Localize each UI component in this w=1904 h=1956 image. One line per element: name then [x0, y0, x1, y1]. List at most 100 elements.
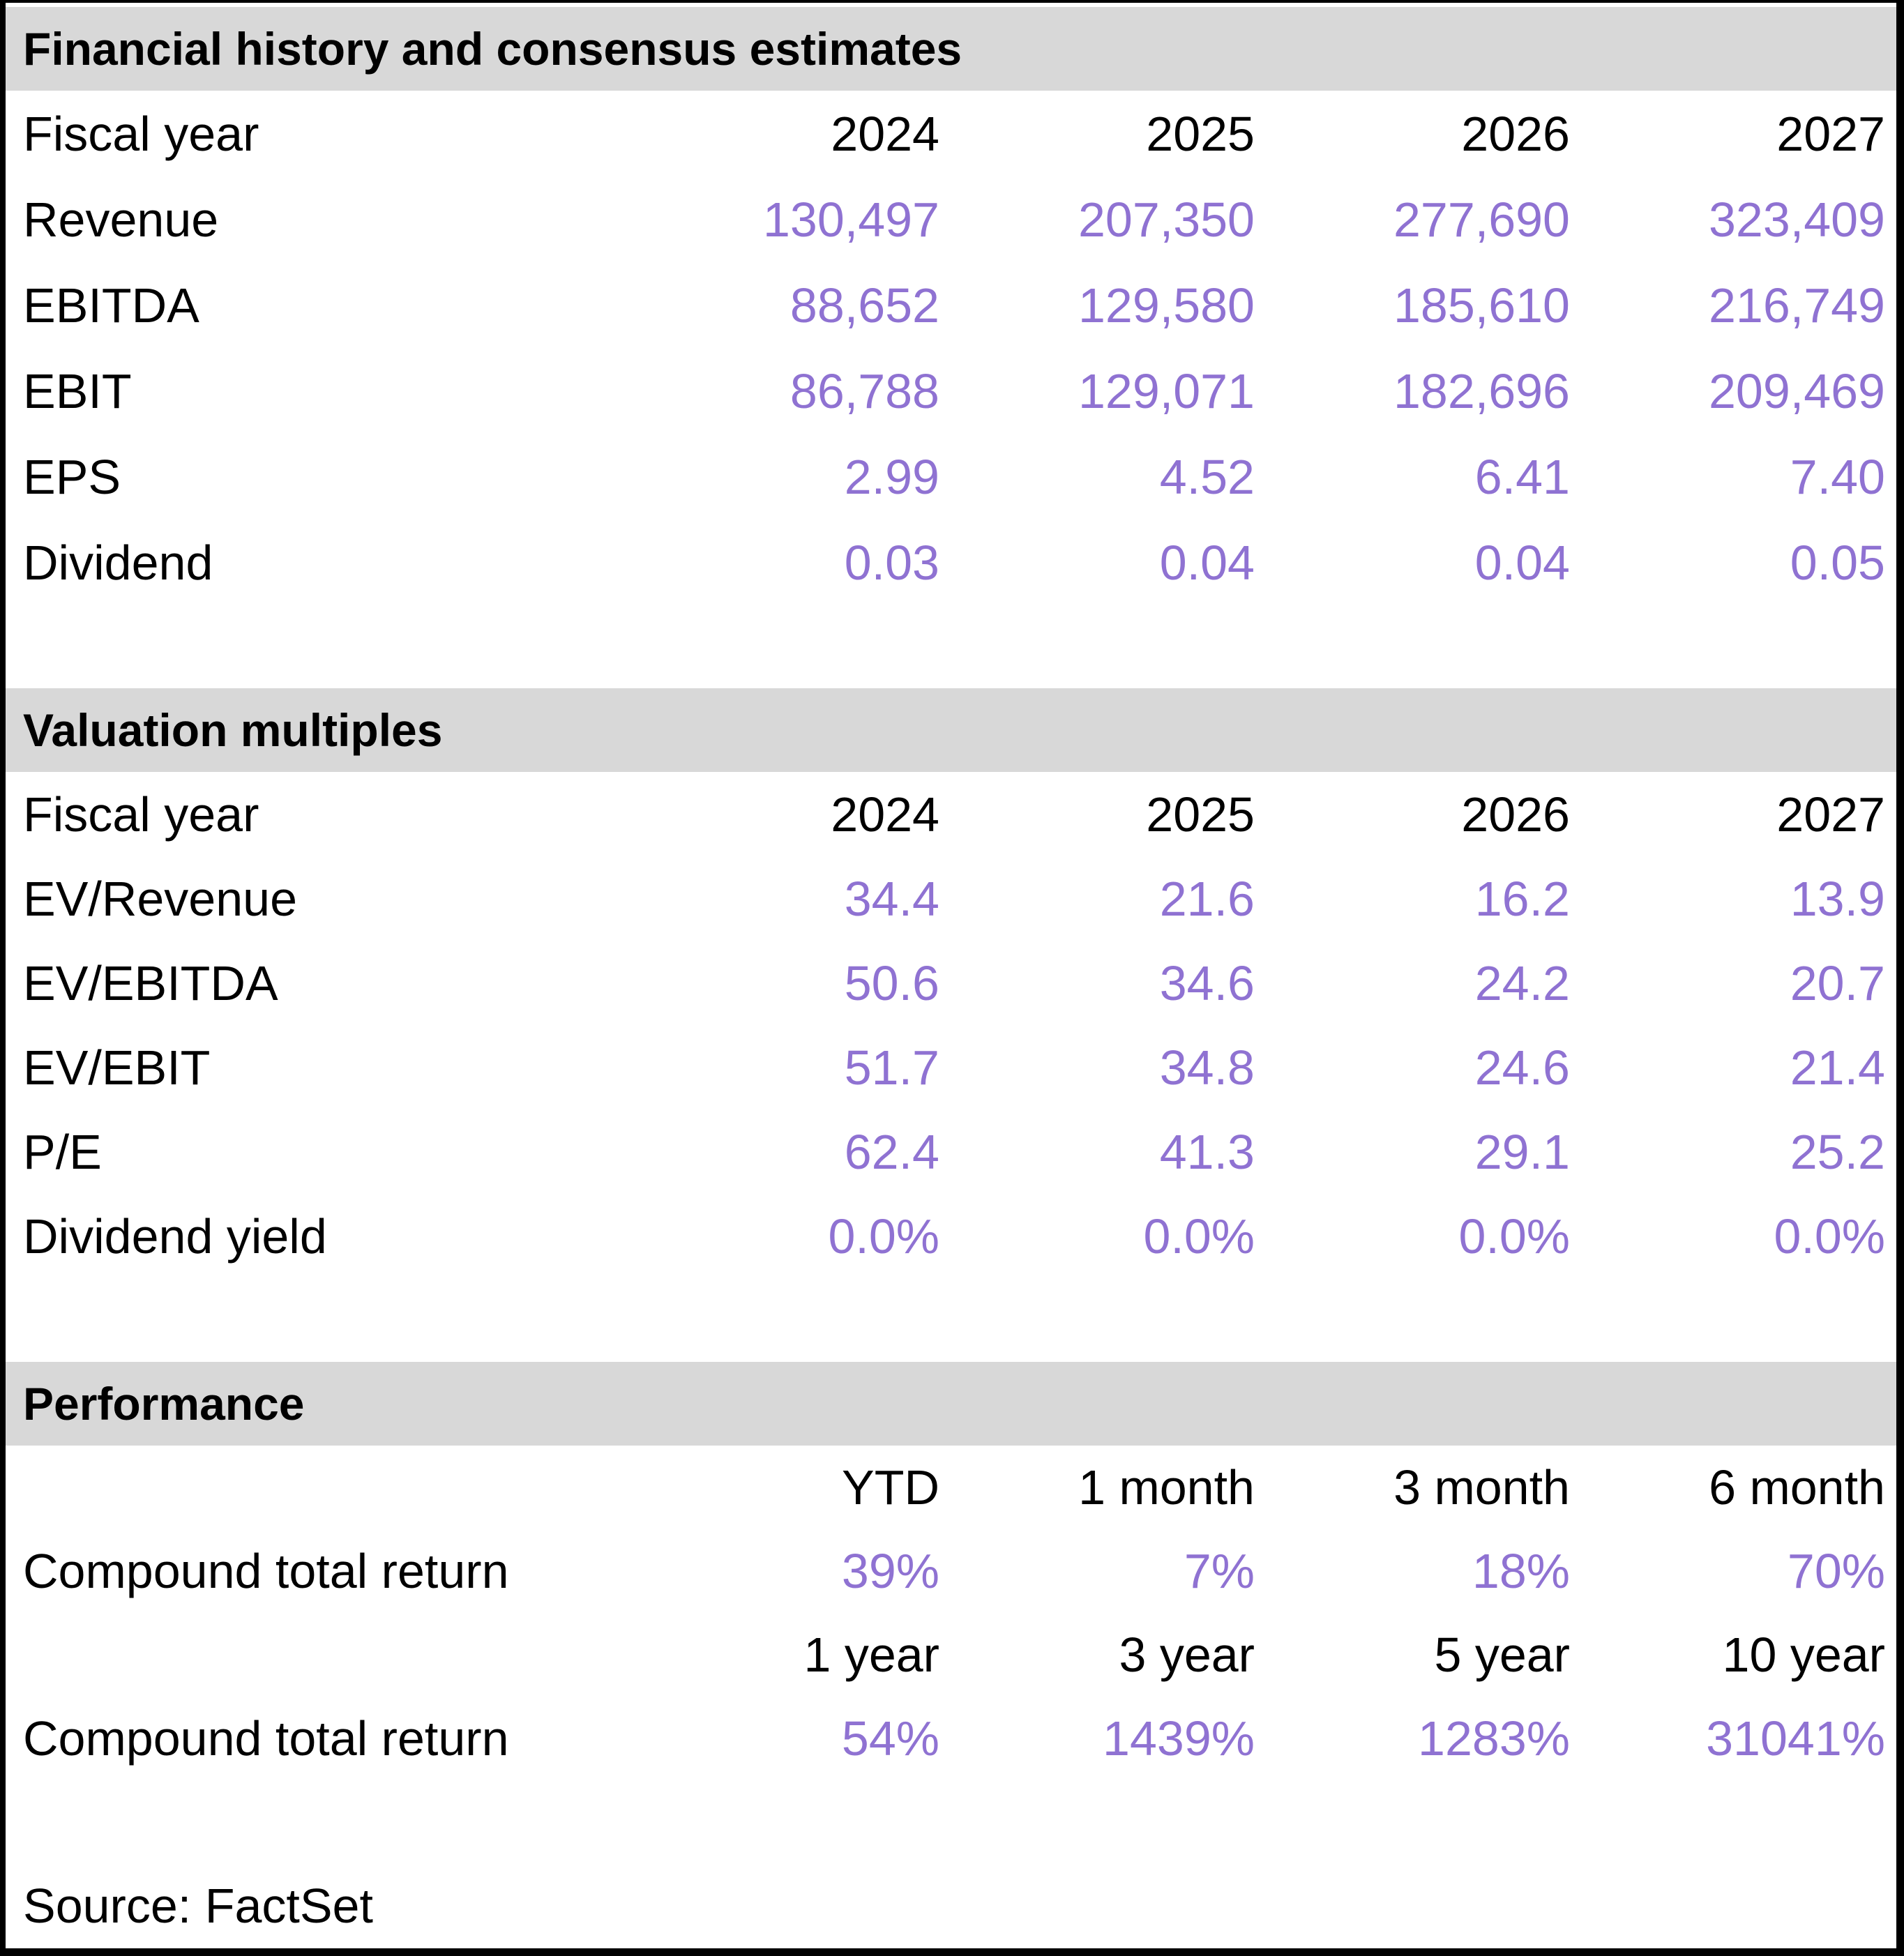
cell-value: 34.6	[1159, 955, 1255, 1010]
section-title: Performance	[23, 1378, 305, 1430]
cell-value: 31041%	[1706, 1711, 1885, 1766]
table-row-compound-total-return-long: Compound total return 54% 1439% 1283% 31…	[6, 1697, 1896, 1780]
cell-value: 34.8	[1159, 1040, 1255, 1095]
row-label: Compound total return	[23, 1711, 509, 1766]
cell-value: 130,497	[762, 192, 939, 247]
year-header: 2027	[1776, 106, 1885, 161]
cell-value: 4.52	[1159, 449, 1255, 504]
cell-value: 0.0%	[1774, 1208, 1885, 1264]
table-row-fiscal-year-header: Fiscal year 2024 2025 2026 2027	[6, 91, 1896, 176]
row-label: EBIT	[23, 363, 132, 418]
section-valuation-multiples: Fiscal year 2024 2025 2026 2027 EV/Reven…	[6, 772, 1896, 1278]
cell-value: 1283%	[1418, 1711, 1570, 1766]
section-financial-history: Fiscal year 2024 2025 2026 2027 Revenue …	[6, 91, 1896, 605]
cell-value: 0.05	[1790, 535, 1885, 590]
table-row-dividend-yield: Dividend yield 0.0% 0.0% 0.0% 0.0%	[6, 1194, 1896, 1278]
table-row-period-header-short: YTD 1 month 3 month 6 month	[6, 1446, 1896, 1529]
period-header: 6 month	[1709, 1460, 1885, 1515]
table-row-fiscal-year-header: Fiscal year 2024 2025 2026 2027	[6, 772, 1896, 856]
section-title: Valuation multiples	[23, 704, 443, 756]
cell-value: 51.7	[844, 1040, 939, 1095]
cell-value: 39%	[841, 1544, 939, 1598]
cell-value: 6.41	[1474, 449, 1570, 504]
cell-value: 29.1	[1474, 1124, 1570, 1179]
year-header: 2026	[1461, 106, 1570, 161]
table-row-ebitda: EBITDA 88,652 129,580 185,610 216,749	[6, 262, 1896, 348]
table-row-pe: P/E 62.4 41.3 29.1 25.2	[6, 1109, 1896, 1194]
cell-value: 0.04	[1159, 535, 1255, 590]
cell-value: 54%	[841, 1711, 939, 1766]
spacer	[6, 1278, 1896, 1362]
table-row-compound-total-return-short: Compound total return 39% 7% 18% 70%	[6, 1529, 1896, 1613]
table-row-ev-revenue: EV/Revenue 34.4 21.6 16.2 13.9	[6, 856, 1896, 941]
cell-value: 1439%	[1103, 1711, 1255, 1766]
year-header: 2024	[831, 106, 939, 161]
row-label: Fiscal year	[23, 106, 259, 161]
cell-value: 129,071	[1078, 363, 1255, 418]
cell-value: 129,580	[1078, 278, 1255, 333]
cell-value: 0.0%	[1458, 1208, 1570, 1264]
cell-value: 20.7	[1790, 955, 1885, 1010]
table-row-revenue: Revenue 130,497 207,350 277,690 323,409	[6, 176, 1896, 262]
table-row-ebit: EBIT 86,788 129,071 182,696 209,469	[6, 348, 1896, 434]
cell-value: 7%	[1184, 1544, 1255, 1598]
table-row-eps: EPS 2.99 4.52 6.41 7.40	[6, 434, 1896, 520]
cell-value: 0.03	[844, 535, 939, 590]
period-header: 5 year	[1434, 1628, 1570, 1682]
cell-value: 277,690	[1393, 192, 1570, 247]
cell-value: 18%	[1472, 1544, 1570, 1598]
year-header: 2027	[1776, 787, 1885, 842]
cell-value: 209,469	[1708, 363, 1885, 418]
cell-value: 24.6	[1474, 1040, 1570, 1095]
period-header: 3 year	[1119, 1628, 1255, 1682]
cell-value: 50.6	[844, 955, 939, 1010]
spacer	[6, 1780, 1896, 1863]
table-row-ev-ebit: EV/EBIT 51.7 34.8 24.6 21.4	[6, 1025, 1896, 1109]
period-header: 10 year	[1722, 1628, 1885, 1682]
cell-value: 182,696	[1393, 363, 1570, 418]
cell-value: 185,610	[1393, 278, 1570, 333]
source-attribution: Source: FactSet	[6, 1863, 1896, 1948]
period-header: YTD	[842, 1460, 939, 1515]
row-label: EPS	[23, 449, 121, 504]
table-row-period-header-long: 1 year 3 year 5 year 10 year	[6, 1613, 1896, 1697]
row-label: Fiscal year	[23, 787, 259, 842]
section-header-performance: Performance	[6, 1362, 1896, 1446]
source-text: Source: FactSet	[23, 1878, 373, 1933]
cell-value: 86,788	[789, 363, 939, 418]
cell-value: 0.0%	[828, 1208, 939, 1264]
cell-value: 207,350	[1078, 192, 1255, 247]
row-label: P/E	[23, 1124, 102, 1179]
row-label: Revenue	[23, 192, 219, 247]
cell-value: 24.2	[1474, 955, 1570, 1010]
cell-value: 34.4	[844, 871, 939, 926]
section-header-valuation-multiples: Valuation multiples	[6, 688, 1896, 772]
row-label: EBITDA	[23, 278, 199, 333]
cell-value: 2.99	[844, 449, 939, 504]
cell-value: 16.2	[1474, 871, 1570, 926]
row-label: Dividend	[23, 535, 213, 590]
spacer	[6, 605, 1896, 688]
year-header: 2024	[831, 787, 939, 842]
row-label: EV/Revenue	[23, 871, 298, 926]
year-header: 2025	[1146, 787, 1255, 842]
cell-value: 216,749	[1708, 278, 1885, 333]
cell-value: 21.6	[1159, 871, 1255, 926]
cell-value: 0.0%	[1143, 1208, 1255, 1264]
year-header: 2026	[1461, 787, 1570, 842]
year-header: 2025	[1146, 106, 1255, 161]
cell-value: 70%	[1787, 1544, 1885, 1598]
section-title: Financial history and consensus estimate…	[23, 23, 962, 75]
section-performance: YTD 1 month 3 month 6 month Compound tot…	[6, 1446, 1896, 1780]
period-header: 1 month	[1078, 1460, 1255, 1515]
cell-value: 25.2	[1790, 1124, 1885, 1179]
section-header-financial-history: Financial history and consensus estimate…	[6, 7, 1896, 91]
cell-value: 88,652	[789, 278, 939, 333]
period-header: 3 month	[1393, 1460, 1570, 1515]
row-label: Dividend yield	[23, 1208, 327, 1264]
cell-value: 13.9	[1790, 871, 1885, 926]
row-label: EV/EBIT	[23, 1040, 211, 1095]
row-label: Compound total return	[23, 1544, 509, 1598]
cell-value: 21.4	[1790, 1040, 1885, 1095]
